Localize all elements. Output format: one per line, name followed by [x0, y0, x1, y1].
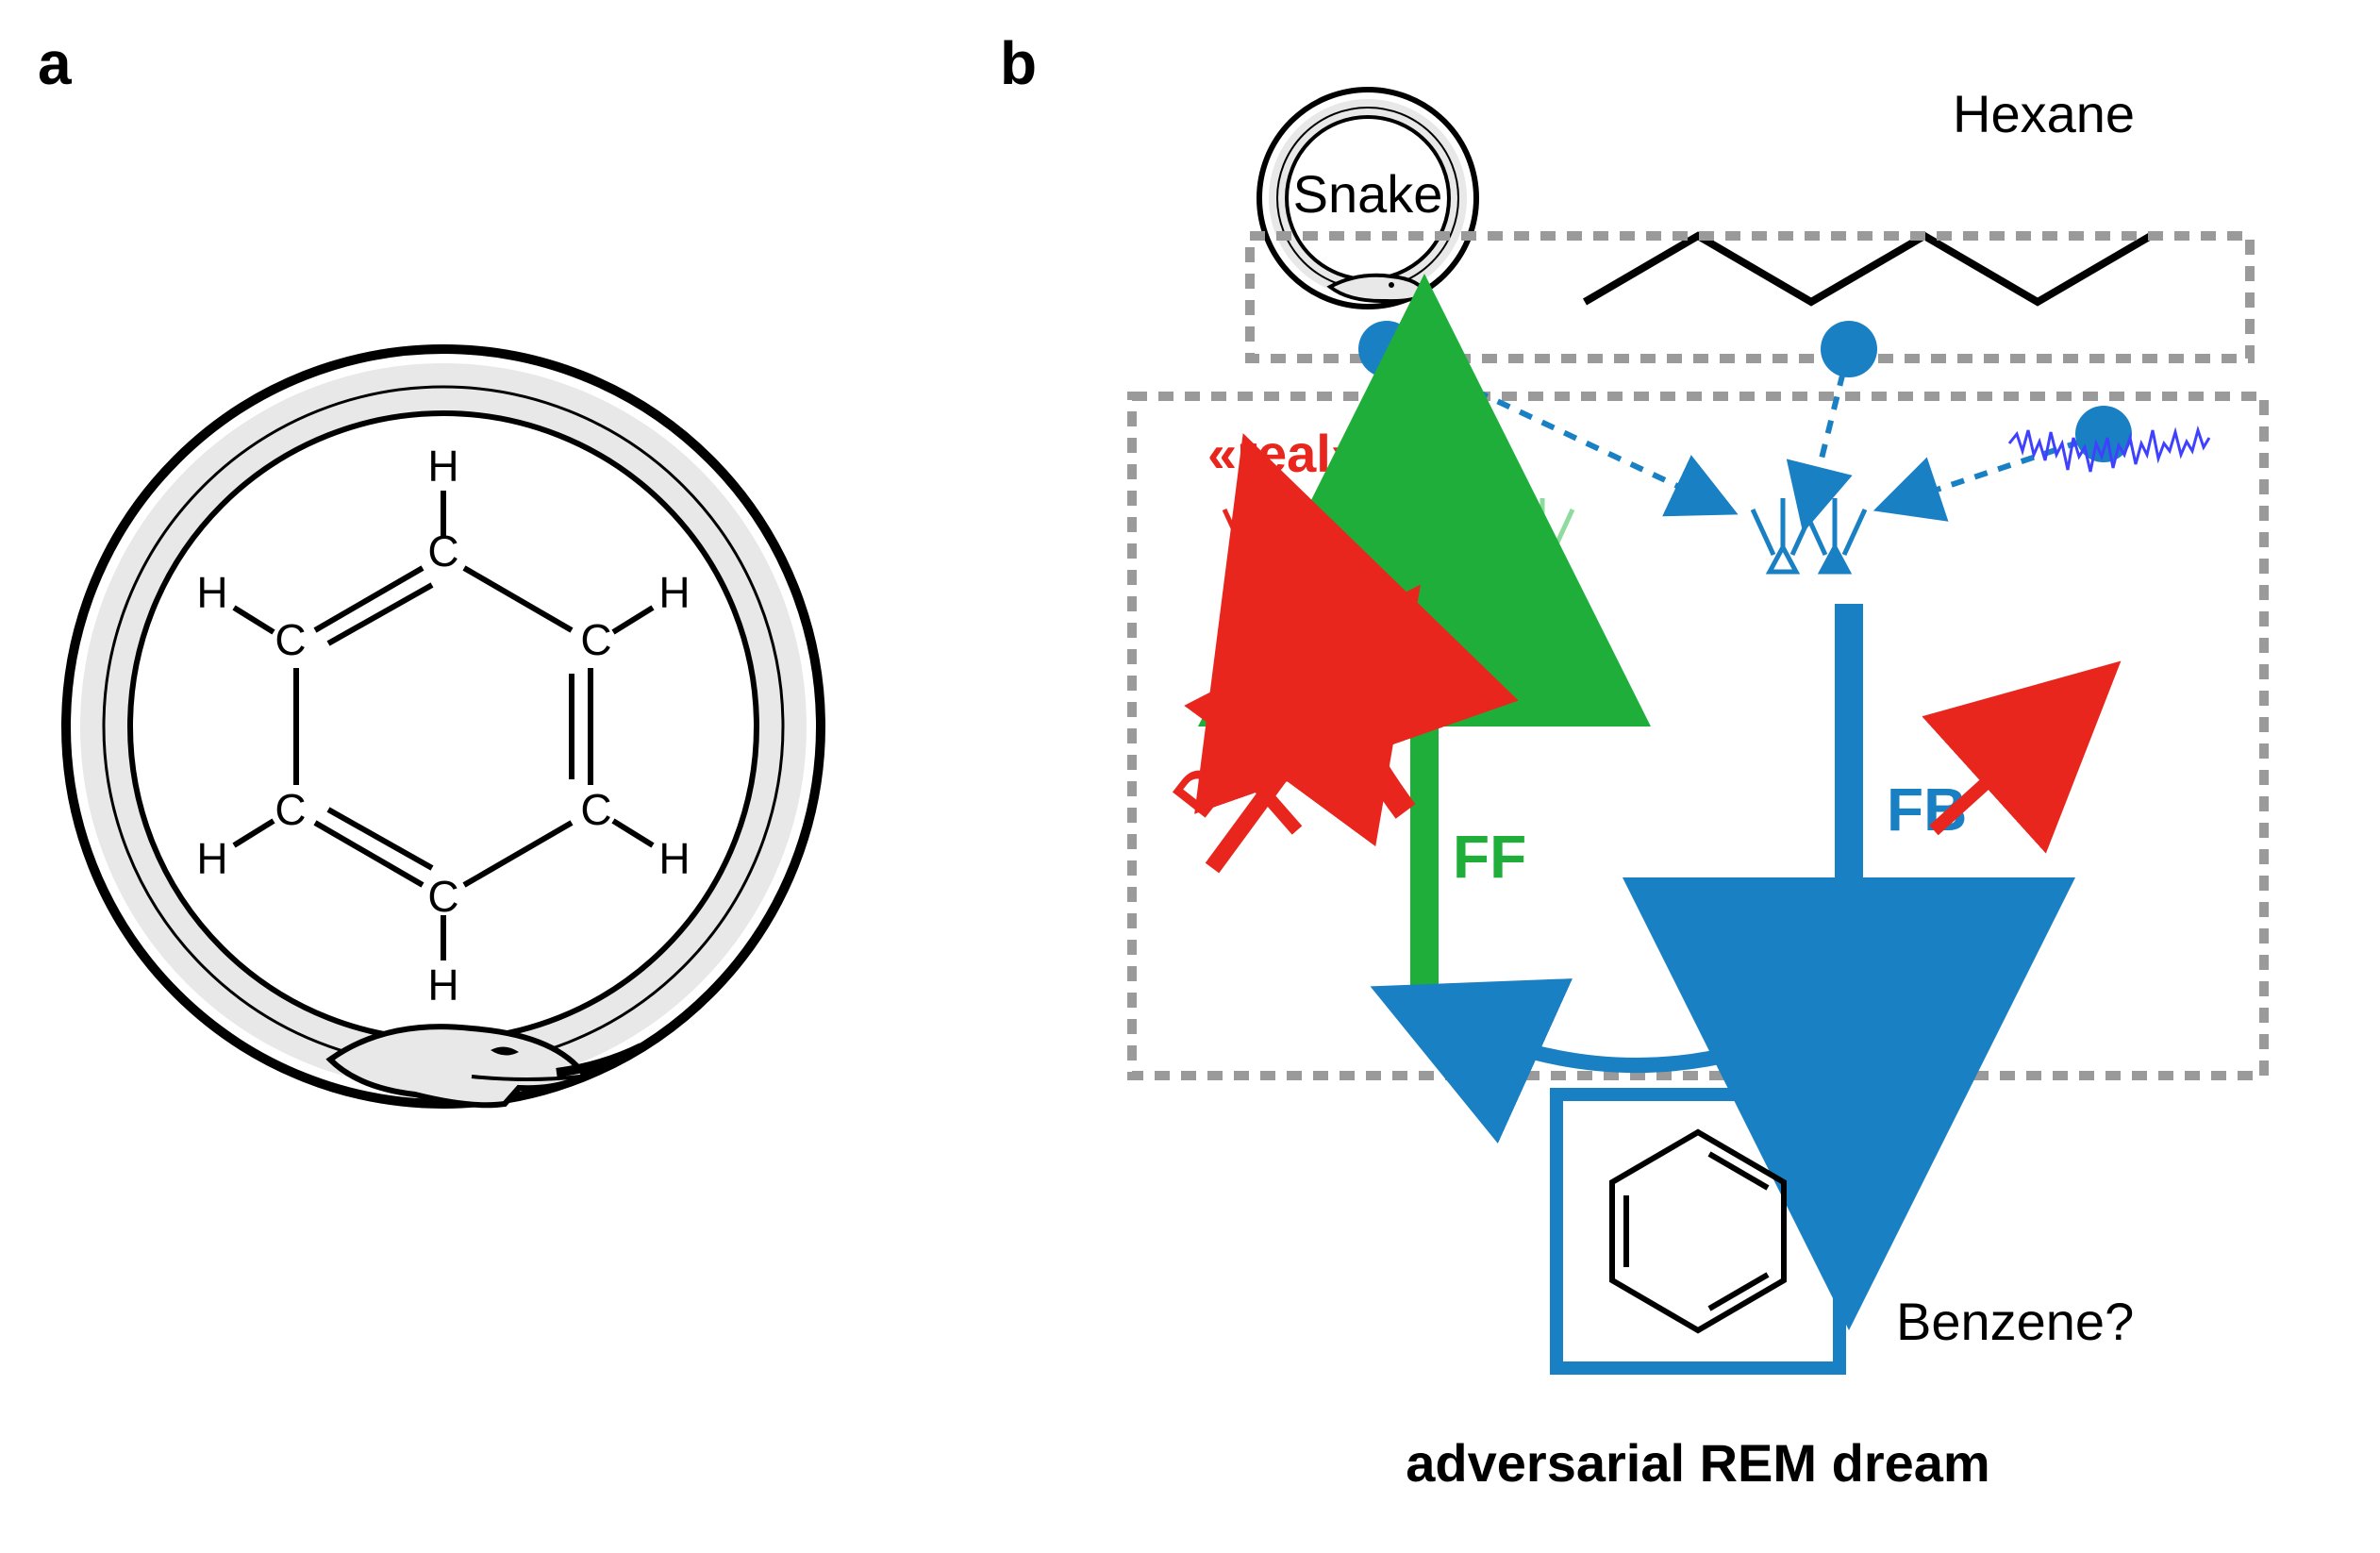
svg-text:H: H	[427, 442, 458, 491]
svg-text:H: H	[196, 834, 227, 883]
noise-icon	[2009, 430, 2209, 472]
ff-label: FF	[1453, 823, 1526, 891]
dashed-inputs	[1387, 349, 2104, 500]
d-label: D	[1159, 753, 1240, 829]
svg-text:H: H	[427, 960, 458, 1010]
neurons	[1224, 498, 1865, 572]
svg-text:H: H	[196, 568, 227, 617]
svg-text:C: C	[275, 615, 306, 664]
svg-text:H: H	[658, 834, 690, 883]
benzene-output-icon	[1612, 1132, 1784, 1330]
hexane-line	[1585, 236, 2151, 302]
svg-text:C: C	[580, 615, 611, 664]
svg-text:C: C	[427, 872, 458, 921]
output-box	[1556, 1094, 1839, 1368]
minus-label: -	[1330, 619, 1353, 694]
benzene-q-label: Benzene?	[1896, 1292, 2134, 1351]
real-label: «real»!	[1207, 424, 1378, 483]
svg-text:H: H	[658, 568, 690, 617]
hexane-label: Hexane	[1953, 84, 2135, 143]
panel-b-label: b	[1000, 28, 1037, 98]
panel-a-svg: C C C C C C H H H H H H	[47, 330, 840, 1142]
svg-text:C: C	[275, 785, 306, 834]
panel-b-svg: Snake Hexane	[1113, 57, 2358, 1528]
bottom-caption: adversarial REM dream	[1406, 1433, 1989, 1493]
loop-arrow	[1453, 1010, 1849, 1065]
panel-a-label: a	[38, 28, 72, 98]
snake-label: Snake	[1293, 164, 1443, 224]
svg-text:C: C	[580, 785, 611, 834]
